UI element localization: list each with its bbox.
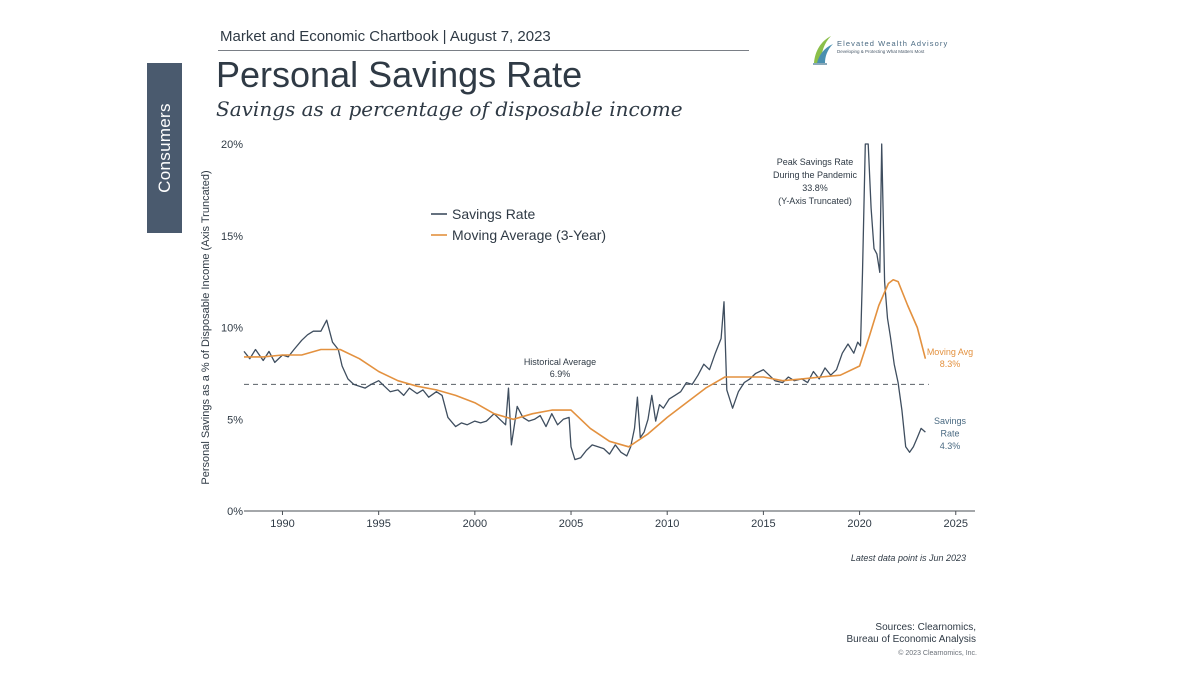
savings-rate-label: Savings [934, 416, 967, 426]
header-text: Market and Economic Chartbook | August 7… [220, 28, 551, 45]
sources-line-1: Sources: Clearnomics, [875, 622, 976, 633]
copyright: © 2023 Clearnomics, Inc. [898, 650, 977, 657]
peak-annotation-text: During the Pandemic [773, 170, 858, 180]
historical-average-label: Historical Average [524, 357, 596, 367]
y-tick-label: 15% [221, 231, 243, 243]
logo-name: Elevated Wealth Advisory [837, 39, 949, 48]
x-tick-label: 2010 [655, 518, 679, 530]
chart-title: Personal Savings Rate [216, 54, 583, 95]
x-tick-label: 2000 [463, 518, 487, 530]
y-tick-label: 20% [221, 139, 243, 151]
historical-average-label: 6.9% [550, 369, 571, 379]
y-tick-label: 0% [227, 506, 243, 518]
savings-rate-label: Rate [940, 429, 959, 439]
logo: Elevated Wealth Advisory Developing & Pr… [811, 33, 971, 67]
moving-average-line [244, 279, 927, 448]
x-tick-label: 1990 [270, 518, 294, 530]
peak-annotation-text: 33.8% [802, 183, 828, 193]
x-tick-label: 2025 [944, 518, 968, 530]
x-tick-label: 2015 [751, 518, 775, 530]
chart-subtitle: Savings as a percentage of disposable in… [216, 97, 683, 121]
y-tick-label: 5% [227, 414, 243, 426]
peak-annotation-text: (Y-Axis Truncated) [778, 196, 852, 206]
logo-tagline: Developing & Protecting What Matters Mos… [837, 49, 925, 54]
sources: Sources: Clearnomics, Bureau of Economic… [760, 622, 976, 646]
leaf-logo-icon [813, 36, 833, 65]
legend-label: Moving Average (3-Year) [452, 227, 606, 243]
legend-label: Savings Rate [452, 206, 535, 222]
y-axis-label: Personal Savings as a % of Disposable In… [200, 170, 212, 484]
x-tick-label: 2005 [559, 518, 583, 530]
sources-line-2: Bureau of Economic Analysis [846, 634, 976, 645]
savings-rate-line [243, 143, 926, 461]
y-tick-label: 10% [221, 323, 243, 335]
moving-average-label: 8.3% [940, 359, 961, 369]
savings-rate-label: 4.3% [940, 441, 961, 451]
moving-average-label: Moving Avg [927, 347, 973, 357]
peak-annotation-text: Peak Savings Rate [777, 157, 854, 167]
x-tick-label: 1995 [366, 518, 390, 530]
latest-data-note: Latest data point is Jun 2023 [850, 553, 966, 563]
header-divider [218, 50, 749, 51]
x-tick-label: 2020 [847, 518, 871, 530]
side-tab: Consumers [147, 63, 182, 233]
